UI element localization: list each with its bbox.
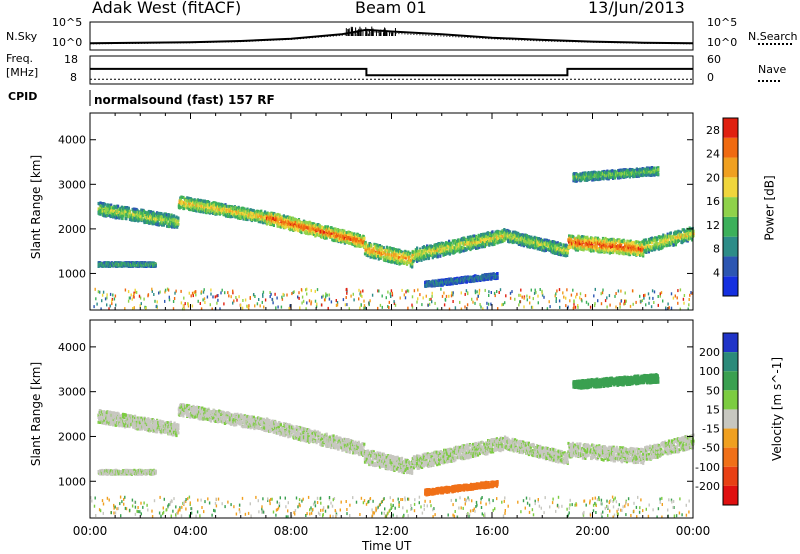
echo-cell [517,239,519,242]
echo-cell [611,248,613,251]
echo-cell [656,238,658,241]
echo-cell [500,240,502,243]
echo-cell [491,234,493,237]
echo-cell [99,201,101,204]
echo-cell [155,218,157,221]
echo-cell [121,217,123,220]
summary-panels [90,22,693,106]
echo-cell [416,247,418,250]
power-panel: 1000200030004000 [58,113,695,311]
echo-cell [662,234,664,237]
echo-cell [250,208,252,211]
echo-cell [383,246,385,249]
echo-cell [476,242,478,245]
echo-cell [608,248,610,251]
echo-cell [446,250,448,253]
echo-cell [409,252,411,255]
echo-cell [104,203,106,206]
echo-cell [412,254,414,257]
echo-cell [336,239,338,242]
echo-cell [497,237,499,240]
echo-cell [608,239,610,242]
echo-cell [180,206,182,209]
echo-cell [331,235,333,238]
echo-cell [168,213,170,216]
echo-cell [160,212,162,215]
echo-cell [604,250,606,253]
echo-cell [430,251,432,254]
echo-cell [466,248,468,251]
echo-cell [680,231,682,234]
echo-cell [346,231,348,234]
echo-cell [273,221,275,224]
echo-cell [420,259,422,262]
echo-cell [347,236,349,239]
echo-cell [423,245,425,248]
echo-cell [400,250,402,253]
echo-cell [346,240,348,243]
echo-cell [106,214,108,217]
echo-cell [155,264,157,267]
echo-cell [615,245,617,248]
echo-cell [456,243,458,246]
panel-background [90,113,693,310]
echo-cell [323,231,325,234]
echo-cell [363,237,365,240]
echo-cell [491,230,493,233]
echo-cell [339,229,341,232]
echo-cell [434,255,436,258]
echo-cell [449,253,451,256]
echo-cell [670,231,672,234]
echo-cell [590,245,592,248]
echo-cell [370,244,372,247]
echo-cell [581,235,583,238]
echo-cell [297,229,299,232]
echo-cell [129,210,131,213]
echo-cell [266,223,268,226]
echo-cell [503,228,505,231]
echo-cell [177,223,179,226]
echo-cell [213,207,215,210]
echo-cell [378,258,380,261]
echo-cell [385,253,387,256]
echo-cell [428,254,430,257]
echo-cell [387,246,389,249]
echo-cell [566,254,568,257]
echo-cell [560,243,562,246]
echo-cell [316,233,318,236]
echo-cell [226,205,228,208]
echo-cell [164,218,166,221]
echo-cell [487,232,489,235]
echo-cell [283,214,285,217]
echo-cell [300,231,302,234]
echo-cell [273,224,275,227]
echo-cell [643,243,645,246]
echo-cell [235,216,237,219]
echo-cell [439,255,441,258]
echo-cell [128,207,130,210]
echo-cell [117,205,119,208]
echo-cell [177,217,179,220]
echo-cell [437,255,439,258]
freq-series [90,69,693,75]
echo-cell [582,246,584,249]
echo-cell [392,257,394,260]
echo-cell [479,244,481,247]
echo-cell [572,240,574,243]
echo-cell [666,244,668,247]
echo-cell [428,257,430,260]
echo-cell [411,266,413,269]
